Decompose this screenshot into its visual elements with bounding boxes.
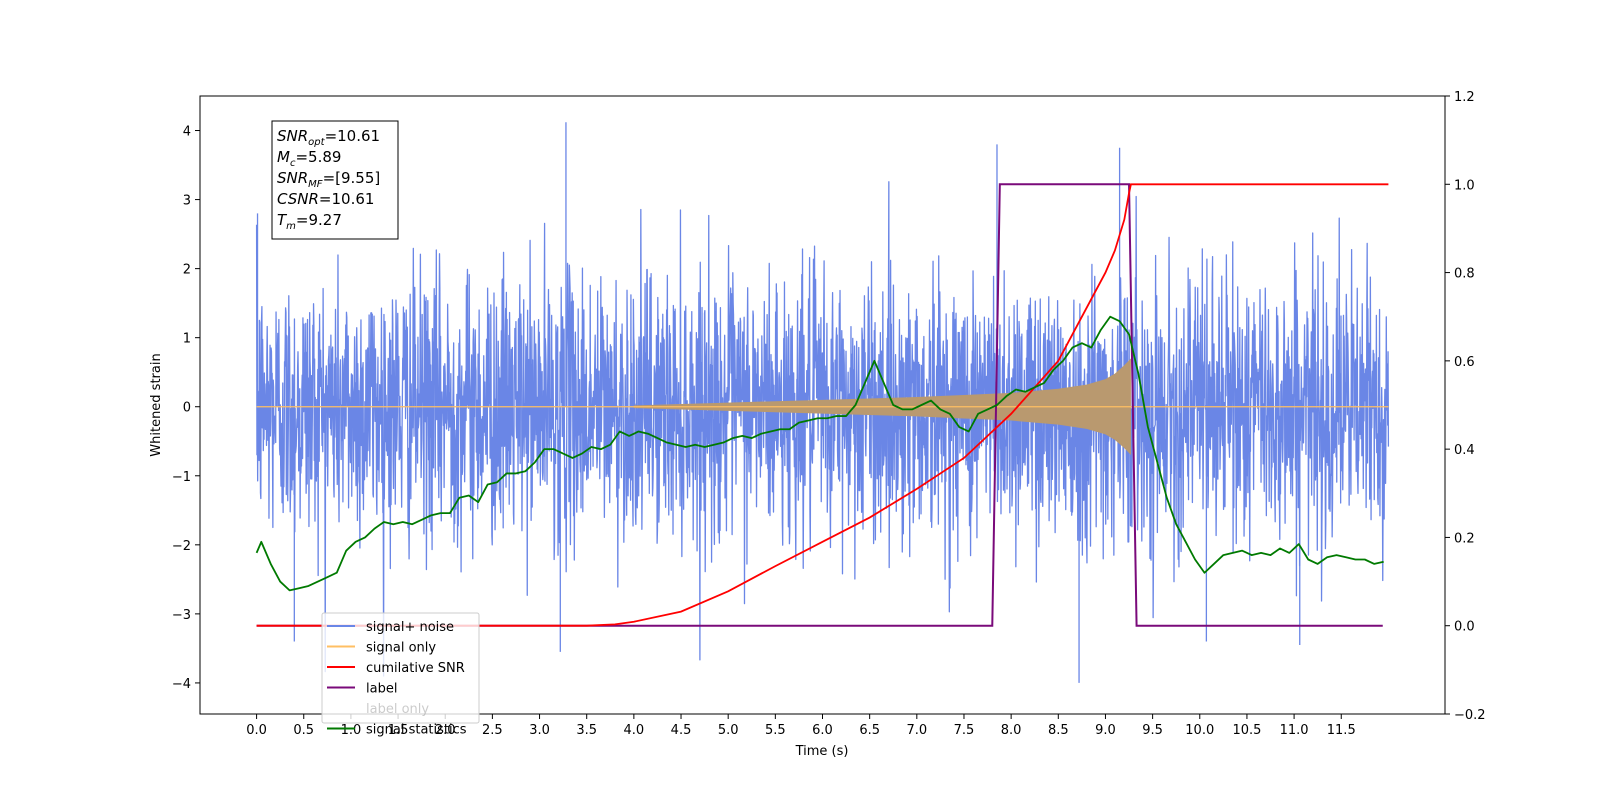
x-tick-label: 7.5 [954,723,975,738]
x-tick-label: 2.5 [482,723,503,738]
annotation-box: SNRopt=10.61Mc=5.89SNRMF=[9.55]CSNR=10.6… [271,120,399,240]
legend-entry-label: label [366,682,397,697]
x-tick-label: 9.5 [1142,723,1163,738]
y-tick-label: −3 [172,608,191,623]
x-tick-label: 5.5 [765,723,786,738]
x-tick-label: 6.5 [859,723,880,738]
annotation-symbol: CSNR [277,190,319,208]
legend-entry-label: signal+ noise [366,620,454,635]
annotation-value: =10.61 [319,190,375,208]
y2-tick-label: 1.2 [1454,90,1475,105]
annotation-line: SNRMF=[9.55] [277,169,380,190]
annotation-line: Mc=5.89 [277,148,341,169]
x-tick-label: 11.5 [1327,723,1356,738]
plot-series-group [255,122,1390,683]
x-tick-label: 9.0 [1095,723,1116,738]
annotation-value: =5.89 [295,148,341,166]
annotation-value: =10.61 [325,127,381,145]
x-tick-label: 4.5 [671,723,692,738]
y2-tick-label: 0.6 [1454,355,1475,370]
series-signal-noise-spikes [256,122,1301,683]
x-tick-label: 1.0 [341,723,362,738]
annotation-symbol: T [277,211,288,229]
annotation-subscript: c [290,158,296,169]
x-axis-label: Time (s) [795,744,849,759]
annotation-symbol: SNR [277,127,308,145]
y-tick-label: 3 [183,194,191,209]
annotation-subscript: m [286,221,296,232]
x-tick-label: 11.0 [1280,723,1309,738]
y-tick-label: 4 [183,125,191,140]
x-tick-label: 7.0 [906,723,927,738]
y2-tick-label: 0.4 [1454,443,1475,458]
annotation-symbol: SNR [277,169,308,187]
annotation-box-frame [271,120,399,240]
legend: signal+ noise signal only cumilative SNR la… [321,612,480,738]
plot-area [255,122,1390,683]
y2-tick-label: 0.8 [1454,267,1475,282]
x-tick-label: 0.5 [293,723,314,738]
y-tick-label: 0 [183,401,191,416]
y2-tick-label: −0.2 [1454,708,1486,723]
annotation-symbol: M [277,148,290,166]
legend-entry-label: signal statistics [366,723,467,738]
series-cumulative-snr-line [256,183,1389,627]
x-tick-label: 2.0 [435,723,456,738]
x-tick-label: 3.0 [529,723,550,738]
x-tick-label: 6.0 [812,723,833,738]
annotation-line: SNRopt=10.61 [277,127,380,148]
legend-entry-label: cumilative SNR [366,661,465,676]
annotation-subscript: opt [308,137,325,148]
annotation-value: =[9.55] [323,169,381,187]
legend-frame [321,612,480,724]
legend-entry-label: signal only [366,641,436,656]
y2-tick-label: 1.0 [1454,178,1475,193]
legend-entry-label-faded: label only [366,702,429,717]
x-tick-label: 1.5 [388,723,409,738]
x-tick-label: 5.0 [718,723,739,738]
annotation-value: =9.27 [296,211,342,229]
x-tick-label: 8.5 [1048,723,1069,738]
y-axis-label: Whitened strain [149,353,164,456]
x-tick-label: 0.0 [246,723,267,738]
x-tick-label: 8.0 [1001,723,1022,738]
series-signal-statistics-line [255,315,1384,592]
y2-tick-label: 0.2 [1454,531,1475,546]
axes: 0.0 0.5 1.0 1.5 2.0 2.5 3.0 3.5 4.0 4.5 5.0 5.5 6.0 6… [172,90,1486,738]
x-tick-label: 10.0 [1185,723,1214,738]
y-tick-label: −1 [172,470,191,485]
y2-tick-label: 0.0 [1454,620,1475,635]
series-signal-noise-line [255,181,1390,677]
series-label-line [256,183,1383,627]
annotation-line: Tm=9.27 [277,211,342,232]
y-tick-label: 2 [183,263,191,278]
y-tick-label: −2 [172,539,191,554]
x-tick-label: 3.5 [576,723,597,738]
x-tick-label: 10.5 [1232,723,1261,738]
annotation-line: CSNR=10.61 [277,190,374,208]
annotation-subscript: MF [308,179,323,190]
x-tick-label: 4.0 [624,723,645,738]
y-tick-label: −4 [172,677,191,692]
y-tick-label: 1 [183,332,191,347]
